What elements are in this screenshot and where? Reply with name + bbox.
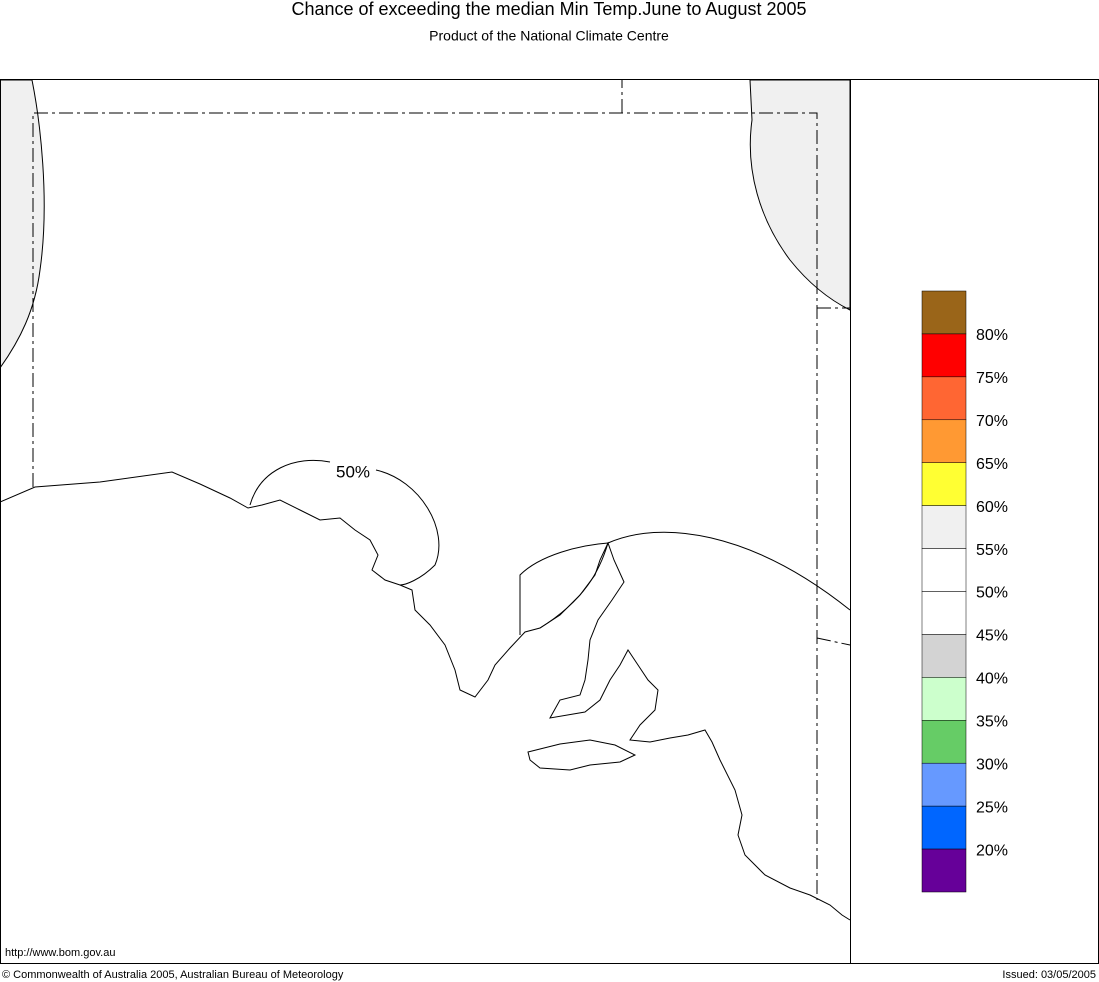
legend-label: 40%	[976, 671, 1008, 688]
legend-swatch	[921, 634, 967, 678]
map-frame	[0, 79, 851, 964]
issued: Issued: 03/05/2005	[1002, 969, 1096, 981]
legend-label: 35%	[976, 714, 1008, 731]
contour-line	[249, 459, 851, 635]
legend-swatch	[921, 505, 967, 549]
subtitle: Product of the National Climate Centre	[429, 28, 669, 44]
region-left	[0, 79, 45, 369]
legend-label: 45%	[976, 628, 1008, 645]
legend-swatch	[921, 762, 967, 807]
legend-label: 70%	[976, 413, 1008, 430]
legend-swatch	[921, 548, 967, 592]
state-border	[32, 80, 851, 900]
region-right	[749, 79, 851, 311]
url: http://www.bom.gov.au	[5, 947, 115, 959]
shaded-regions	[0, 79, 851, 369]
legend-label: 30%	[976, 756, 1008, 773]
legend-swatch	[921, 290, 967, 335]
legend-label: 55%	[976, 542, 1008, 559]
legend-swatch	[921, 376, 967, 421]
legend-swatch	[921, 848, 967, 893]
contour-label: 50%	[336, 462, 370, 481]
legend-label: 25%	[976, 799, 1008, 816]
kangaroo-island	[527, 739, 637, 771]
legend-label: 20%	[976, 842, 1008, 859]
copyright: © Commonwealth of Australia 2005, Austra…	[2, 969, 344, 981]
legend-swatch	[921, 720, 967, 764]
legend: 80% 75% 70% 65% 60% 55% 50% 45% 40% 35% 30% 25% 20%	[921, 290, 1008, 893]
legend-label: 50%	[976, 585, 1008, 602]
legend-swatch	[921, 591, 967, 635]
coastline	[0, 471, 851, 921]
legend-swatch	[921, 462, 967, 506]
legend-label: 75%	[976, 370, 1008, 387]
title: Chance of exceeding the median Min Temp.…	[291, 0, 806, 19]
legend-label: 80%	[976, 327, 1008, 344]
legend-swatch	[921, 805, 967, 850]
legend-swatch	[921, 419, 967, 463]
legend-swatch	[921, 677, 967, 721]
legend-frame	[850, 79, 1099, 964]
legend-label: 65%	[976, 456, 1008, 473]
legend-label: 60%	[976, 499, 1008, 516]
legend-swatch	[921, 333, 967, 378]
